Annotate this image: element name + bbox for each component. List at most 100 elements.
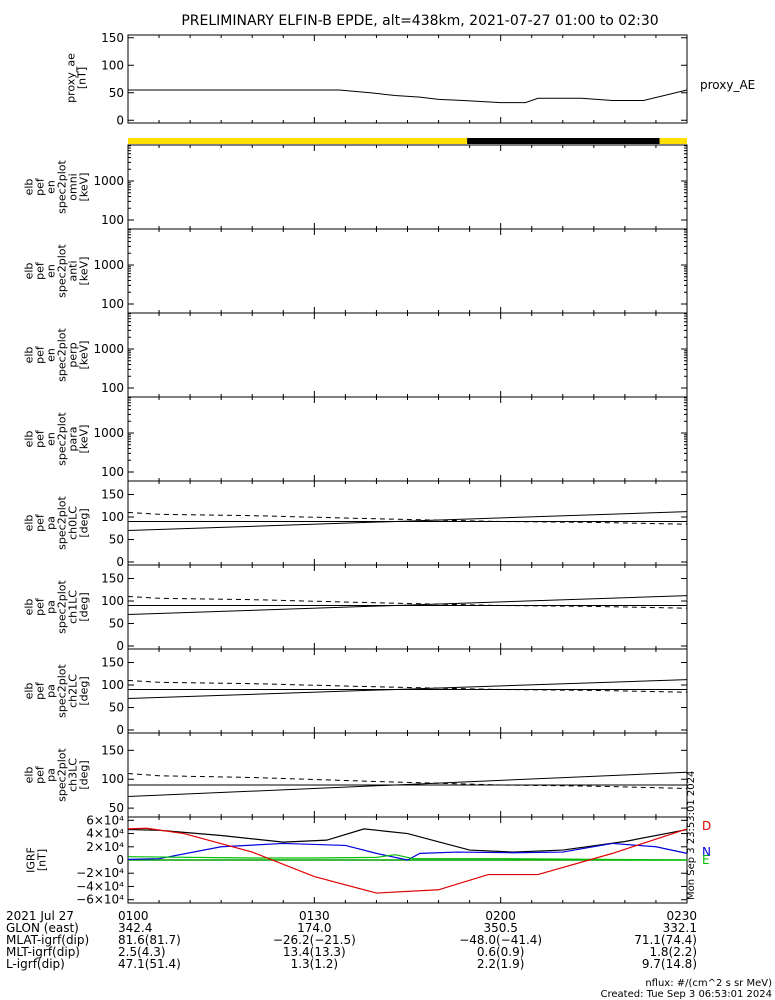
ylabel-omni-line-5: [keV]	[78, 173, 91, 202]
footer-row-1-value-3: 332.1	[663, 921, 697, 935]
ylabel-ch2-line-0: elb	[23, 683, 36, 700]
ylabel-perp-line-5: [keV]	[78, 341, 91, 370]
footer-row-1-value-1: 174.0	[297, 921, 331, 935]
ytick-label-igrf-1: 4×10⁴	[86, 827, 124, 841]
footer-row-0-value-1: 0130	[299, 909, 330, 923]
loss-cone-dashed-ch3	[127, 772, 688, 789]
ytick-label-ch0-2: 50	[109, 533, 124, 547]
ytick-label-ae-1: 100	[101, 58, 124, 72]
ylabel-ae-line-0: proxy_ae	[65, 53, 78, 103]
ylabel-para-line-0: elb	[23, 431, 36, 448]
loss-cone-solid-ch0	[127, 511, 688, 531]
loss-cone-dashed-ch2	[127, 680, 688, 693]
footer-row-0-value-3: 0230	[666, 909, 697, 923]
ytick-label-igrf-0: 6×10⁴	[86, 813, 124, 827]
igrf-d-line	[127, 827, 688, 894]
ylabel-ch3-line-0: elb	[23, 767, 36, 784]
footer-row-4-value-2: 2.2(1.9)	[477, 957, 525, 971]
ylabel-para-line-5: [keV]	[78, 425, 91, 454]
panel-frame-para	[127, 396, 688, 482]
ylabel-ch3-line-4: ch3LC	[67, 758, 80, 792]
panel-frame-anti	[127, 228, 688, 314]
day-night-segment-1	[467, 138, 660, 144]
footer-row-2-value-1: −26.2(−21.5)	[273, 933, 356, 947]
ytick-label-igrf-4: −2×10⁴	[76, 866, 124, 880]
loss-cone-solid-ch3	[127, 771, 688, 798]
igrf-label-e: E	[702, 853, 710, 867]
footer-row-label-2: MLAT-igrf(dip)	[6, 933, 89, 947]
ylabel-omni-line-2: en	[45, 180, 58, 194]
footer-row-3-value-3: 1.8(2.2)	[649, 945, 697, 959]
ytick-label-ae-0: 150	[101, 31, 124, 45]
ylabel-igrf-line-1: [nT]	[36, 849, 49, 871]
ytick-label-omni-0: 1000	[93, 174, 124, 188]
footer-row-2-value-2: −48.0(−41.4)	[459, 933, 542, 947]
footer-row-0-value-2: 0200	[485, 909, 516, 923]
ylabel-igrf-line-0: IGRF	[25, 847, 38, 873]
panel-frame-perp	[127, 312, 688, 398]
ylabel-para-line-3: spec2plot	[56, 412, 69, 466]
panel-frame-ch0	[127, 480, 688, 566]
ytick-label-ae-3: 0	[116, 113, 124, 127]
created-timestamp: Created: Tue Sep 3 06:53:01 2024	[601, 989, 773, 1000]
ylabel-anti-line-4: anti	[67, 260, 80, 281]
ylabel-perp-line-3: spec2plot	[56, 328, 69, 382]
footer-row-4-value-3: 9.7(14.8)	[642, 957, 697, 971]
ytick-label-igrf-6: −6×10⁴	[76, 893, 124, 907]
ytick-label-ch1-0: 150	[101, 572, 124, 586]
ylabel-omni-line-1: pef	[34, 177, 47, 196]
ytick-label-para-1: 100	[101, 465, 124, 479]
ylabel-ch2-line-3: spec2plot	[56, 664, 69, 718]
igrf-total-line	[127, 828, 688, 853]
footer-row-1-value-0: 342.4	[118, 921, 152, 935]
ytick-label-perp-1: 100	[101, 381, 124, 395]
ylabel-ch0-line-3: spec2plot	[56, 496, 69, 550]
nflux-units: nflux: #/(cm^2 s sr MeV)	[645, 978, 772, 989]
ytick-label-ch2-2: 50	[109, 701, 124, 715]
ytick-label-igrf-2: 2×10⁴	[86, 840, 124, 854]
ylabel-perp-line-1: pef	[34, 345, 47, 364]
ytick-label-ch3-0: 150	[101, 743, 124, 757]
ytick-label-ch3-2: 50	[109, 801, 124, 815]
ylabel-ch1-line-5: [deg]	[78, 592, 91, 621]
ylabel-ch1-line-2: pa	[45, 600, 58, 614]
loss-cone-solid-ch2	[127, 679, 688, 699]
ytick-label-ae-2: 50	[109, 86, 124, 100]
ylabel-perp-line-2: en	[45, 348, 58, 362]
ytick-label-ch1-1: 100	[101, 594, 124, 608]
loss-cone-dashed-ch1	[127, 596, 688, 609]
panel-frame-ch3	[127, 732, 688, 818]
ytick-label-ch2-0: 150	[101, 656, 124, 670]
ylabel-ch1-line-3: spec2plot	[56, 580, 69, 634]
ylabel-omni-line-4: omni	[67, 173, 80, 200]
ytick-label-para-0: 1000	[93, 426, 124, 440]
ylabel-para-line-2: en	[45, 432, 58, 446]
igrf-label-d: D	[702, 819, 711, 833]
ylabel-perp-line-4: perp	[67, 342, 80, 367]
ylabel-omni-line-3: spec2plot	[56, 160, 69, 214]
ylabel-anti-line-2: en	[45, 264, 58, 278]
ylabel-anti-line-3: spec2plot	[56, 244, 69, 298]
ylabel-omni-line-0: elb	[23, 179, 36, 196]
loss-cone-dashed-ch0	[127, 512, 688, 525]
ylabel-ch1-line-0: elb	[23, 599, 36, 616]
footer-row-label-3: MLT-igrf(dip)	[6, 945, 80, 959]
panel-frame-omni	[127, 144, 688, 230]
ylabel-ch0-line-1: pef	[34, 513, 47, 532]
footer-row-label-1: GLON (east)	[6, 921, 79, 935]
day-night-segment-2	[659, 138, 687, 144]
ylabel-ch1-line-1: pef	[34, 597, 47, 616]
ytick-label-ch1-3: 0	[116, 639, 124, 653]
ylabel-anti-line-1: pef	[34, 261, 47, 280]
footer-row-label-0: 2021 Jul 27	[6, 909, 74, 923]
footer-row-2-value-3: 71.1(74.4)	[634, 933, 697, 947]
ytick-label-anti-1: 100	[101, 297, 124, 311]
ytick-label-ch0-0: 150	[101, 488, 124, 502]
footer-row-3-value-2: 0.6(0.9)	[477, 945, 525, 959]
ytick-label-ch2-1: 100	[101, 678, 124, 692]
ylabel-ch2-line-5: [deg]	[78, 676, 91, 705]
ylabel-ch0-line-2: pa	[45, 516, 58, 530]
ylabel-para-line-4: para	[67, 427, 80, 452]
footer-row-1-value-2: 350.5	[483, 921, 517, 935]
ytick-label-igrf-5: −4×10⁴	[76, 879, 124, 893]
